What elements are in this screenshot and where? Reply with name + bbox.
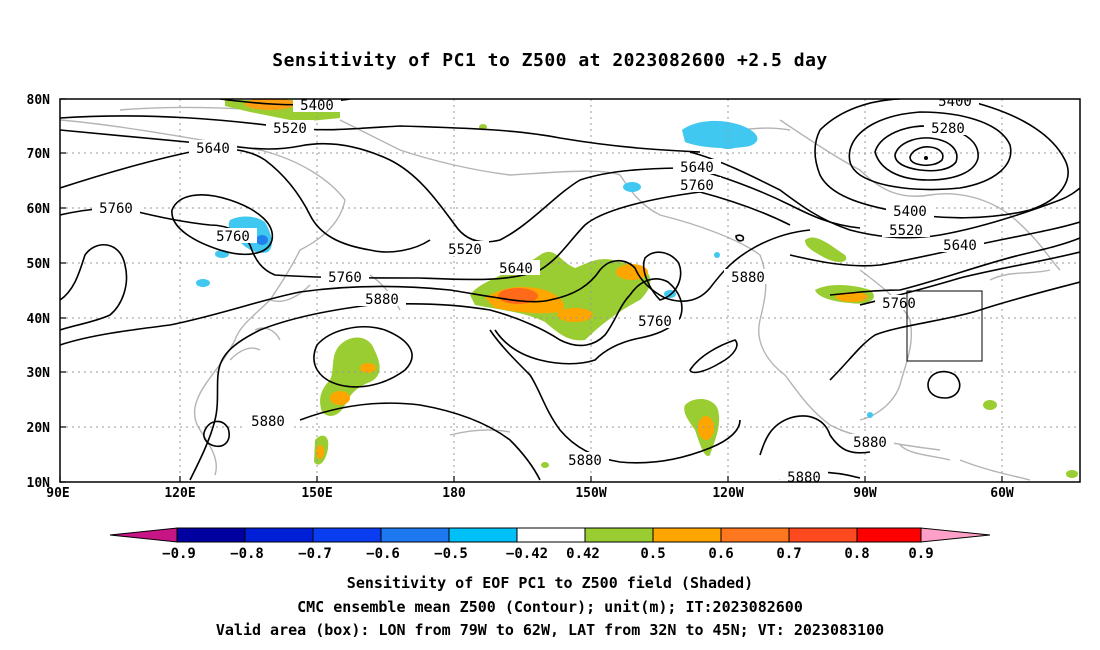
lon-tick-label: 120W [712, 486, 743, 501]
colorbar-label: −0.42 [506, 546, 548, 562]
colorbar-left-triangle [109, 527, 178, 543]
colorbar [109, 527, 991, 543]
contour-label: 5880 [731, 270, 765, 286]
contour-label: 5400 [300, 98, 334, 114]
lat-tick-label: 40N [27, 312, 51, 327]
lon-tick-label: 90E [46, 486, 69, 501]
contour-label: 5520 [273, 121, 307, 137]
contour-label: 5280 [931, 121, 965, 137]
contour-label: 5640 [499, 261, 533, 277]
colorbar-label: −0.5 [434, 546, 468, 562]
lon-tick-label: 150W [575, 486, 606, 501]
colorbar-label: 0.5 [640, 546, 665, 562]
colorbar-label: −0.8 [230, 546, 264, 562]
colorbar-label: 0.7 [776, 546, 801, 562]
caption-shaded: Sensitivity of EOF PC1 to Z500 field (Sh… [346, 574, 754, 592]
colorbar-segment [788, 527, 858, 543]
colorbar-label: −0.9 [162, 546, 196, 562]
lon-tick-label: 60W [990, 486, 1014, 501]
lat-tick-label: 80N [27, 93, 51, 108]
contour-label: 5640 [680, 160, 714, 176]
caption-contour: CMC ensemble mean Z500 (Contour); unit(m… [297, 598, 803, 616]
coastlines [60, 106, 1061, 481]
colorbar-right-triangle [920, 527, 991, 543]
contour-label: 5760 [680, 178, 714, 194]
lat-tick-label: 30N [27, 366, 51, 381]
contour-label: 5640 [943, 238, 977, 254]
gridlines [60, 99, 1080, 482]
lon-tick-label: 90W [853, 486, 877, 501]
contour-label: 5880 [787, 470, 821, 486]
contour-label: 5880 [251, 414, 285, 430]
colorbar-segment [652, 527, 722, 543]
map-frame [59, 98, 1081, 483]
colorbar-label: −0.7 [298, 546, 332, 562]
valid-area-box [906, 290, 983, 362]
colorbar-segment [720, 527, 790, 543]
lat-tick-label: 70N [27, 147, 51, 162]
contour-label: 5760 [882, 296, 916, 312]
contour-label: 5520 [448, 242, 482, 258]
contour-label: 5760 [99, 201, 133, 217]
lon-tick-label: 120E [164, 486, 195, 501]
colorbar-segment [856, 527, 922, 543]
contour-label: 5880 [568, 453, 602, 469]
colorbar-label: −0.6 [366, 546, 400, 562]
colorbar-segment [244, 527, 314, 543]
contour-label: 5760 [216, 229, 250, 245]
lat-tick-label: 10N [27, 476, 51, 491]
lat-axis-labels: 80N 70N 60N 50N 40N 30N 20N 10N [27, 93, 51, 491]
lat-tick-label: 60N [27, 202, 51, 217]
contour-label: 5880 [853, 435, 887, 451]
lon-tick-label: 150E [301, 486, 332, 501]
colorbar-segment [176, 527, 246, 543]
colorbar-segment [448, 527, 518, 543]
low-center-dot [924, 156, 928, 160]
contour-labels: 5400 5520 5640 5760 5760 5760 5880 5880 … [92, 94, 984, 486]
colorbar-segment [584, 527, 654, 543]
contour-label: 5880 [365, 292, 399, 308]
colorbar-labels: −0.9 −0.8 −0.7 −0.6 −0.5 −0.42 0.42 0.5 … [162, 546, 934, 562]
colorbar-label: 0.42 [566, 546, 600, 562]
colorbar-label: 0.9 [908, 546, 933, 562]
lat-tick-label: 20N [27, 421, 51, 436]
contour-label: 5520 [889, 223, 923, 239]
colorbar-segment [516, 527, 586, 543]
contour-label: 5760 [638, 314, 672, 330]
tick-marks [59, 98, 1003, 483]
contour-label: 5400 [893, 204, 927, 220]
colorbar-label: 0.6 [708, 546, 733, 562]
contour-label: 5760 [328, 270, 362, 286]
caption-valid-area: Valid area (box): LON from 79W to 62W, L… [215, 621, 885, 639]
lat-tick-label: 50N [27, 257, 51, 272]
colorbar-segment [380, 527, 450, 543]
contour-label: 5400 [938, 94, 972, 110]
chart-title: Sensitivity of PC1 to Z500 at 2023082600… [272, 50, 828, 71]
lon-tick-label: 180 [442, 486, 466, 501]
contour-label: 5640 [196, 141, 230, 157]
lon-axis-labels: 90E 120E 150E 180 150W 120W 90W 60W [46, 486, 1014, 501]
colorbar-segment [312, 527, 382, 543]
colorbar-label: 0.8 [844, 546, 869, 562]
